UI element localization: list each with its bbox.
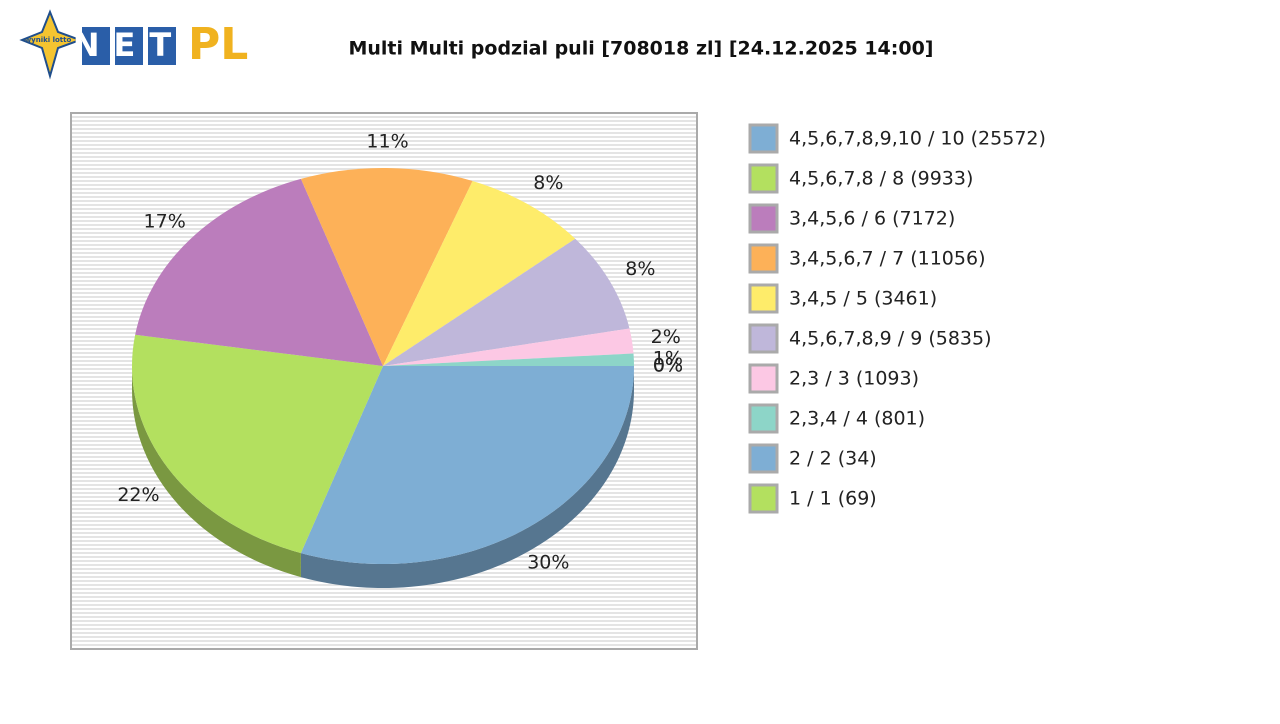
slice — [300, 366, 634, 564]
slice-label: 0% — [653, 355, 683, 377]
logo: wyniki lotto NET PL — [19, 9, 248, 80]
logo-pl: PL — [188, 19, 248, 70]
slice — [383, 238, 630, 366]
logo-net: NET — [73, 26, 185, 64]
slice-label: 22% — [117, 484, 159, 506]
slice-label: 30% — [527, 551, 569, 573]
legend-swatch — [748, 163, 779, 194]
slice — [383, 328, 634, 366]
legend-swatch — [748, 443, 779, 474]
slice-label: 2% — [651, 326, 681, 348]
slice — [135, 178, 383, 366]
chart-title: Multi Multi podzial puli [708018 zl] [24… — [348, 38, 933, 60]
slice-label: 8% — [625, 258, 655, 280]
legend-label: 3,4,5,6,7 / 7 (11056) — [789, 248, 985, 270]
slice — [300, 167, 473, 366]
legend-label: 2 / 2 (34) — [789, 448, 877, 470]
slice-label: 17% — [144, 211, 186, 233]
slice-side — [132, 366, 301, 578]
slice-side — [300, 366, 634, 588]
legend-swatch — [748, 203, 779, 234]
legend-swatch — [748, 363, 779, 394]
slice-label: 1% — [653, 347, 683, 369]
slice — [383, 353, 634, 366]
legend-swatch — [748, 243, 779, 274]
slice-label: 0% — [653, 355, 683, 377]
legend-label: 3,4,5,6 / 6 (7172) — [789, 208, 955, 230]
legend-label: 4,5,6,7,8 / 8 (9933) — [789, 168, 973, 190]
legend-swatch — [748, 283, 779, 314]
legend-swatch — [748, 123, 779, 154]
legend-label: 1 / 1 (69) — [789, 488, 877, 510]
legend-label: 3,4,5 / 5 (3461) — [789, 288, 937, 310]
slice-label: 11% — [366, 131, 408, 153]
legend-label: 4,5,6,7,8,9 / 9 (5835) — [789, 328, 992, 350]
legend-label: 4,5,6,7,8,9,10 / 10 (25572) — [789, 128, 1046, 150]
slice — [131, 334, 383, 554]
legend-label: 2,3,4 / 4 (801) — [789, 408, 925, 430]
legend-label: 2,3 / 3 (1093) — [789, 368, 919, 390]
slice — [383, 181, 576, 366]
legend-swatch — [748, 323, 779, 354]
legend-swatch — [748, 403, 779, 434]
logo-badge: wyniki lotto — [25, 36, 72, 44]
slice-label: 8% — [533, 172, 563, 194]
legend-swatch — [748, 483, 779, 514]
